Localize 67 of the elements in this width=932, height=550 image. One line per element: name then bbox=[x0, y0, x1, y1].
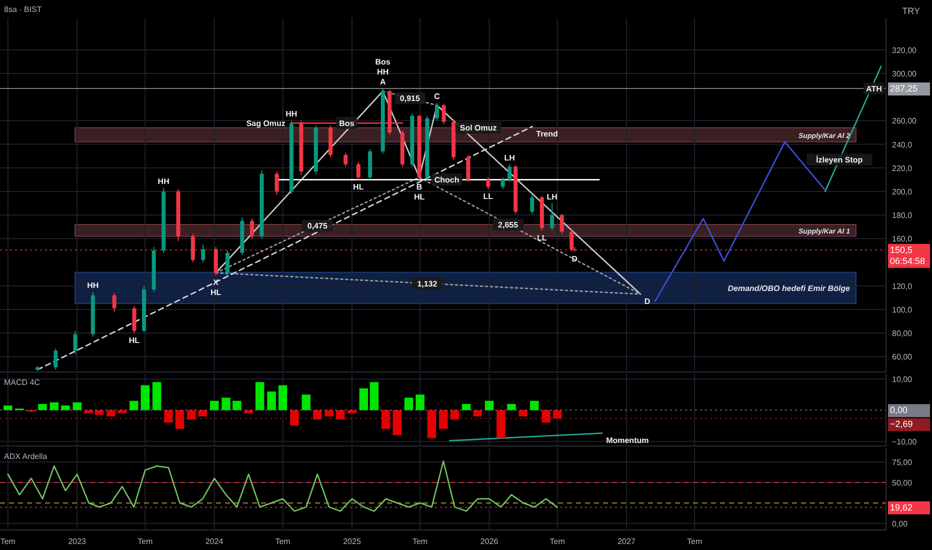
y-tick-label: 60,00 bbox=[892, 352, 913, 362]
y-tick-label: 300,00 bbox=[892, 69, 918, 78]
y-tick-label: 50,00 bbox=[892, 478, 913, 488]
annotation: LH bbox=[546, 192, 558, 202]
annotation: 2,655 bbox=[498, 220, 519, 230]
y-tick-label: 320,00 bbox=[892, 46, 918, 55]
annotation: LL bbox=[483, 192, 494, 202]
y-tick-label: 160,0 bbox=[892, 234, 913, 244]
annotation: A bbox=[380, 78, 386, 87]
annotation: HL bbox=[353, 182, 364, 192]
annotation: ATH bbox=[866, 84, 882, 94]
annotation: 1,132 bbox=[417, 280, 438, 288]
annotation: LL bbox=[537, 233, 547, 242]
x-tick-label: 2023 bbox=[68, 537, 87, 546]
y-tick-label: 120,0 bbox=[892, 282, 913, 291]
annotation: İzleyen Stop bbox=[816, 156, 863, 165]
y-tick-label: 75,00 bbox=[892, 458, 913, 467]
annotation: Momentum bbox=[606, 436, 649, 446]
band-label: Demand/OBO hedefi Emir Bölge bbox=[728, 284, 851, 293]
annotation: Sol Omuz bbox=[460, 124, 497, 133]
x-tick-label: Tem bbox=[0, 537, 16, 546]
text: TRY bbox=[902, 6, 920, 16]
annotation: B bbox=[416, 182, 422, 192]
annotation: Bos bbox=[339, 119, 355, 128]
text: ADX Ardella bbox=[4, 452, 48, 461]
annotation: HL bbox=[210, 288, 222, 298]
annotation: HH bbox=[286, 110, 298, 119]
y-tick-label: 0,00 bbox=[892, 519, 908, 528]
annotation: 0,475 bbox=[307, 222, 328, 231]
chart-title: 8sa · BIST bbox=[4, 5, 42, 14]
x-tick-label: Tem bbox=[275, 537, 291, 546]
annotation: HH bbox=[87, 280, 99, 290]
annotation: 0,915 bbox=[400, 94, 420, 104]
y-tick-label: 80,00 bbox=[892, 329, 913, 338]
y-tick-label: 260,00 bbox=[892, 116, 918, 126]
y-tick-label: 240,0 bbox=[892, 140, 913, 150]
ref-line-label: 150,5 06:54:58 bbox=[890, 244, 926, 266]
y-tick-label: 180,0 bbox=[892, 211, 913, 220]
ref-line-label: 19,62 bbox=[890, 502, 913, 512]
annotation: HH bbox=[377, 68, 389, 77]
annotation: Trend bbox=[536, 130, 558, 139]
ref-line-label: −2,69 bbox=[890, 419, 913, 430]
x-tick-label: 2025 bbox=[343, 537, 362, 546]
x-tick-label: Tem bbox=[550, 537, 566, 546]
x-tick-label: Tem bbox=[138, 537, 154, 546]
x-tick-label: 2024 bbox=[205, 537, 224, 546]
annotation: HH bbox=[158, 176, 170, 186]
annotation: HL bbox=[414, 192, 425, 202]
annotation: Choch bbox=[434, 176, 460, 185]
annotation: C bbox=[434, 92, 440, 101]
y-tick-label: 10,00 bbox=[892, 374, 913, 384]
y-tick-label: 100,0 bbox=[892, 305, 913, 314]
annotation: D bbox=[644, 297, 650, 306]
ref-line-label: 287,25 bbox=[890, 84, 918, 94]
y-tick-label: 200,0 bbox=[892, 187, 913, 196]
x-tick-label: Tem bbox=[687, 537, 702, 546]
annotation: D bbox=[572, 254, 578, 264]
y-tick-label: 220,0 bbox=[892, 164, 913, 173]
x-tick-label: Tem bbox=[412, 537, 428, 546]
annotation: Bos bbox=[375, 58, 391, 67]
annotation: Sag Omuz bbox=[246, 119, 286, 128]
y-tick-label: −10,00 bbox=[892, 437, 918, 446]
text: MACD 4C bbox=[4, 378, 40, 387]
annotation: LH bbox=[504, 153, 516, 162]
annotation: HL bbox=[128, 336, 140, 346]
x-tick-label: 2027 bbox=[618, 537, 636, 546]
x-tick-label: 2026 bbox=[480, 537, 499, 546]
